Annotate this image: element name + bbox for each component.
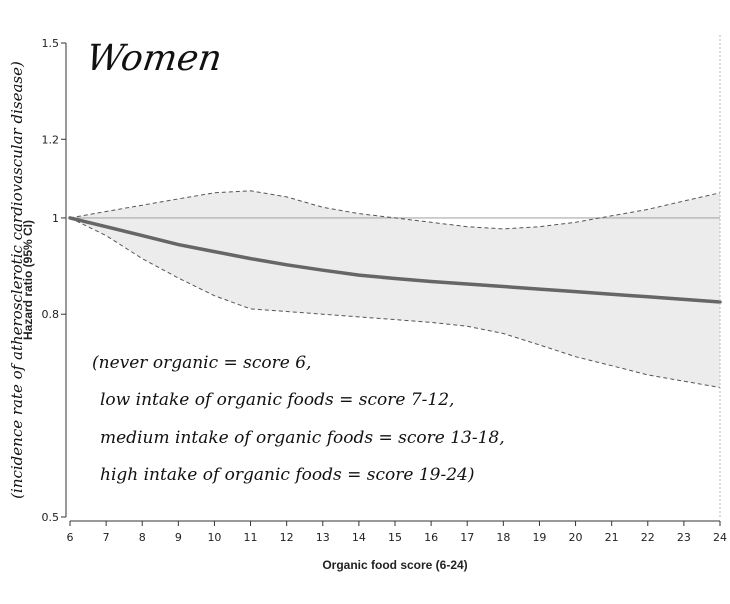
x-tick-label: 15 [388, 531, 402, 544]
y-tick-label: 0.8 [42, 308, 60, 321]
estimate-line [68, 216, 722, 304]
y-axis-title: Hazard ratio (95% CI) [21, 220, 35, 340]
y-tick-label: 1 [52, 212, 59, 225]
x-tick-label: 13 [316, 531, 330, 544]
y-tick-label: 0.5 [42, 511, 60, 524]
x-tick-label: 8 [139, 531, 146, 544]
annotation-block: (never organic = score 6, low intake of … [92, 353, 505, 485]
confidence-band [70, 190, 720, 388]
x-tick-label: 7 [103, 531, 110, 544]
y-axis: 1.5 1.2 1 0.8 0.5 [42, 37, 67, 524]
y-tick-label: 1.2 [42, 133, 60, 146]
upper-ci-line [69, 190, 721, 230]
x-tick-label: 14 [352, 531, 366, 544]
x-tick-label: 18 [496, 531, 510, 544]
y-axis-annotation: (incidence rate of atherosclerotic cardi… [8, 61, 26, 499]
chart-title: Women [84, 36, 225, 79]
lower-ci-line [69, 217, 721, 388]
x-tick-label: 22 [641, 531, 655, 544]
annotation-line-1: (never organic = score 6, [92, 353, 311, 373]
x-tick-label: 11 [244, 531, 258, 544]
x-axis: 6 7 8 9 10 11 12 13 14 15 16 17 18 19 20 21 22 23 24 [67, 520, 727, 544]
x-tick-label: 23 [677, 531, 691, 544]
annotation-line-2: low intake of organic foods = score 7-12… [100, 390, 454, 410]
x-tick-label: 24 [713, 531, 727, 544]
x-axis-title: Organic food score (6-24) [322, 558, 467, 572]
plot-area [68, 35, 722, 517]
x-tick-label: 19 [532, 531, 546, 544]
x-tick-label: 10 [207, 531, 221, 544]
x-tick-label: 9 [175, 531, 182, 544]
x-tick-label: 12 [280, 531, 294, 544]
x-tick-label: 17 [460, 531, 474, 544]
annotation-line-3: medium intake of organic foods = score 1… [100, 428, 505, 448]
x-tick-label: 6 [67, 531, 74, 544]
annotation-line-4: high intake of organic foods = score 19-… [100, 465, 475, 485]
x-tick-label: 21 [605, 531, 619, 544]
x-tick-label: 20 [569, 531, 583, 544]
y-tick-label: 1.5 [42, 37, 60, 50]
x-tick-label: 16 [424, 531, 438, 544]
